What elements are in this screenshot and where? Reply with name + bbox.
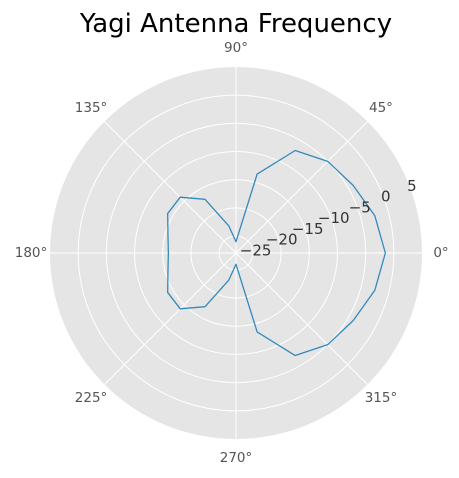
polar-grid (50, 67, 422, 439)
angle-tick-label-5: 225° (75, 390, 108, 406)
radial-tick-label-4: −5 (349, 198, 371, 216)
radial-tick-label-0: −25 (240, 242, 272, 260)
angle-tick-label-7: 315° (365, 390, 398, 406)
radial-tick-label-1: −20 (266, 231, 298, 249)
angle-tick-label-0: 0° (433, 245, 448, 261)
angle-tick-label-4: 180° (15, 245, 48, 261)
angular-gridline-5 (104, 252, 237, 385)
chart-title: Yagi Antenna Frequency (79, 9, 392, 39)
radial-tick-label-3: −10 (318, 209, 350, 227)
radial-tick-label-2: −15 (292, 220, 324, 238)
angular-gridline-1 (235, 121, 368, 254)
angle-tick-label-2: 90° (224, 40, 248, 56)
angle-tick-label-3: 135° (75, 100, 108, 116)
series-line-0 (167, 149, 386, 357)
angle-tick-label-1: 45° (369, 100, 393, 116)
angle-tick-label-6: 270° (220, 450, 253, 466)
angular-gridline-3 (104, 121, 237, 254)
radial-tick-label-5: 0 (381, 188, 391, 206)
angular-gridline-7 (235, 252, 368, 385)
series-layer (167, 149, 386, 357)
tick-labels: 0° 45° 90° 135° 180° 225° 270° 315° −25−20−15−10… (15, 40, 449, 466)
radial-tick-label-6: 5 (407, 177, 417, 195)
